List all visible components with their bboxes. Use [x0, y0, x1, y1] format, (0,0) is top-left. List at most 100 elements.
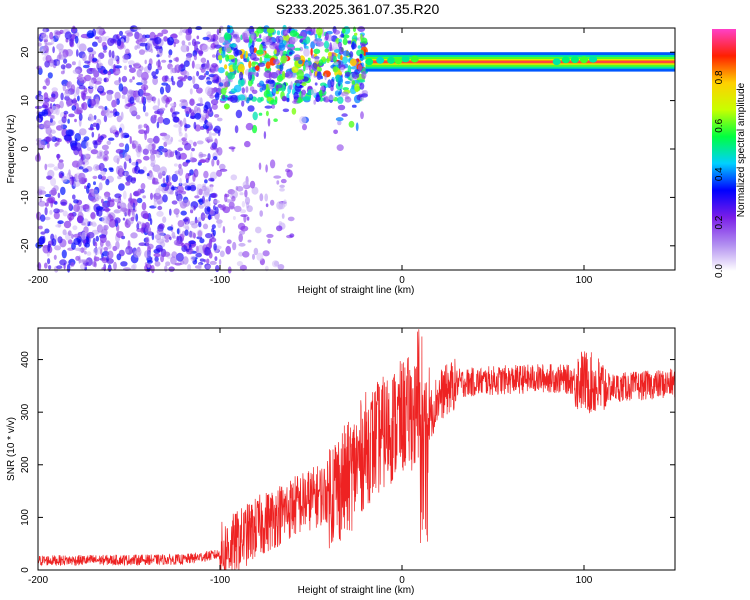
spectrogram-cell: [210, 43, 217, 49]
spectrogram-cell: [38, 200, 46, 207]
spectrogram-cell: [91, 198, 97, 203]
spectrogram-cell: [265, 35, 272, 42]
spectrogram-cell: [231, 195, 236, 202]
y-tick-label: 100: [20, 509, 31, 526]
spectrogram-cell: [117, 205, 121, 209]
spectrogram-cell: [249, 45, 255, 54]
y-tick-label: -20: [20, 238, 31, 253]
spectrogram-cell: [53, 211, 60, 220]
spectrogram-cell: [247, 71, 254, 76]
spectrogram-cell: [253, 247, 259, 256]
signal-band-stripe: [365, 61, 675, 63]
spectrogram-cell: [49, 103, 53, 109]
spectrogram-cell: [39, 45, 47, 53]
spectrogram-cell: [280, 55, 287, 64]
spectrogram-cell: [210, 185, 214, 193]
spectrogram-cell: [153, 96, 156, 104]
spectrogram-cell: [107, 242, 112, 250]
spectrogram-cell: [273, 175, 282, 179]
spectrogram-cell: [185, 32, 192, 41]
spectrogram-cell: [173, 163, 178, 167]
spectrogram-cell: [359, 53, 363, 59]
spectrogram-cell: [267, 118, 271, 127]
spectrogram-cell: [72, 225, 78, 231]
spectrogram-cell: [141, 222, 147, 228]
spectrogram-cell: [138, 49, 146, 55]
spectrogram-cell: [142, 195, 146, 199]
spectrogram-cell: [156, 60, 161, 67]
spectrogram-cell: [84, 250, 87, 255]
spectrogram-cell: [324, 32, 329, 41]
spectrogram-cell: [129, 67, 136, 73]
spectrogram-cell: [143, 155, 150, 161]
spectrogram-cell: [293, 91, 299, 101]
spectrogram-cell: [187, 75, 193, 81]
spectrogram-cell: [340, 66, 344, 73]
spectrogram-cell: [115, 241, 120, 250]
spectrogram-cell: [210, 87, 219, 93]
spectrogram-cell: [230, 174, 238, 181]
spectrogram-cell: [180, 44, 189, 53]
spectrogram-cell: [165, 139, 173, 145]
spectrogram-cell: [229, 68, 234, 73]
spectrogram-cell: [279, 188, 285, 192]
spectrogram-cell: [166, 149, 173, 158]
spectrogram-cell: [229, 94, 238, 103]
spectrogram-cell: [238, 233, 243, 243]
spectrogram-cell: [239, 192, 244, 196]
spectrogram-cell: [309, 70, 312, 77]
spectrogram-cell: [213, 205, 216, 211]
spectrogram-cell: [149, 218, 153, 226]
spectrogram-cell: [310, 41, 315, 50]
spectrogram-cell: [251, 186, 259, 195]
spectrogram-cell: [332, 55, 337, 63]
spectrogram-cell: [84, 60, 90, 64]
spectrogram-cell: [47, 243, 51, 252]
spectrogram-cell: [197, 263, 202, 270]
spectrogram-cell: [232, 241, 237, 251]
spectrogram-cell: [205, 139, 214, 143]
spectrogram-cell: [189, 220, 196, 226]
spectrogram-cell: [84, 177, 88, 183]
spectrogram-cell: [230, 43, 237, 48]
spectrogram-cell: [244, 140, 251, 148]
spectrogram-cell: [165, 175, 169, 183]
spectrogram-cell: [184, 229, 189, 236]
spectrogram-cell: [44, 163, 48, 171]
spectrogram-cell: [208, 196, 211, 202]
spectrogram-cell: [174, 65, 177, 74]
spectrogram-cell: [218, 67, 225, 74]
spectrogram-cell: [144, 112, 149, 117]
spectrogram-cell: [66, 81, 71, 88]
spectrogram-cell: [78, 166, 84, 170]
x-tick-label: 0: [399, 575, 405, 586]
spectrogram-cell: [324, 48, 330, 53]
spectrogram-cell: [206, 80, 213, 85]
spectrogram-cell: [243, 214, 247, 223]
spectrogram-cell: [214, 114, 220, 118]
spectrogram-cell: [218, 82, 224, 87]
spectrogram-cell: [145, 236, 150, 246]
spectrogram-cell: [44, 228, 50, 234]
spectrogram-cell: [196, 187, 200, 196]
spectrogram-cell: [274, 96, 278, 103]
spectrogram-cell: [162, 216, 167, 223]
spectrogram-cell: [176, 252, 184, 262]
spectrogram-cell: [181, 242, 185, 248]
spectrogram-cell: [188, 231, 195, 238]
spectrogram-cell: [334, 48, 340, 54]
spectrogram-cell: [149, 149, 156, 155]
spectrogram-cell: [245, 86, 249, 93]
snr-panel: -200 -100 0 100 0 100 200 300 400 Height of str…: [6, 327, 676, 596]
spectrogram-cell: [228, 205, 236, 210]
spectrogram-cell: [313, 39, 319, 44]
spectrogram-cell: [45, 42, 53, 46]
spectrogram-cell: [219, 250, 225, 258]
snr-y-axis-label: SNR (10 * v/v): [6, 417, 17, 481]
spectrogram-cell: [189, 206, 194, 211]
spectrogram-cell: [171, 173, 178, 183]
spectrogram-cell: [96, 63, 102, 69]
spectrogram-cell: [44, 262, 48, 269]
spectrogram-cell: [109, 110, 113, 114]
spectrogram-x-axis-label: Height of straight line (km): [298, 285, 415, 296]
